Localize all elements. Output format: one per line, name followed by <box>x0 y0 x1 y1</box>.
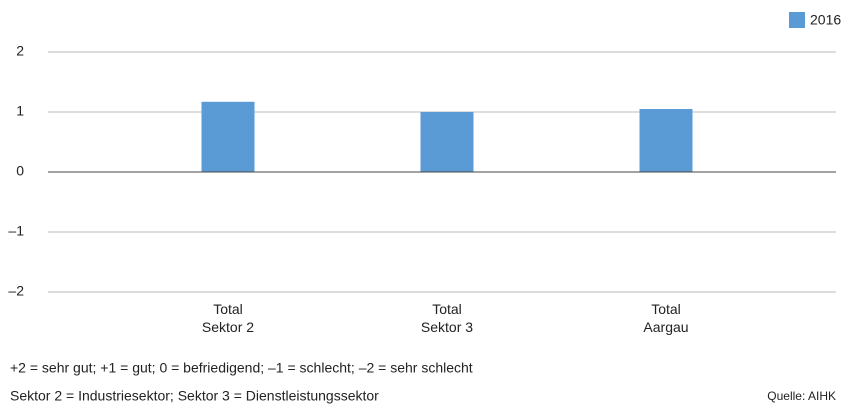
y-tick-label: –2 <box>8 283 24 299</box>
y-tick-label: 1 <box>16 103 24 119</box>
bar <box>420 112 474 172</box>
x-tick-label: Total Sektor 3 <box>420 301 474 335</box>
x-tick-label: Total Aargau <box>643 301 689 335</box>
source: Quelle: AIHK <box>767 389 836 403</box>
legend-label: 2016 <box>810 12 841 28</box>
y-tick-label: 2 <box>16 43 24 59</box>
bar <box>201 101 255 172</box>
note: +2 = sehr gut; +1 = gut; 0 = befriedigen… <box>10 360 473 376</box>
y-tick-label: –1 <box>8 223 24 239</box>
note: Sektor 2 = Industriesektor; Sektor 3 = D… <box>10 388 379 404</box>
y-tick-label: 0 <box>16 163 24 179</box>
bar <box>639 109 693 172</box>
x-tick-label: Total Sektor 2 <box>201 301 255 335</box>
legend-swatch <box>789 12 805 28</box>
